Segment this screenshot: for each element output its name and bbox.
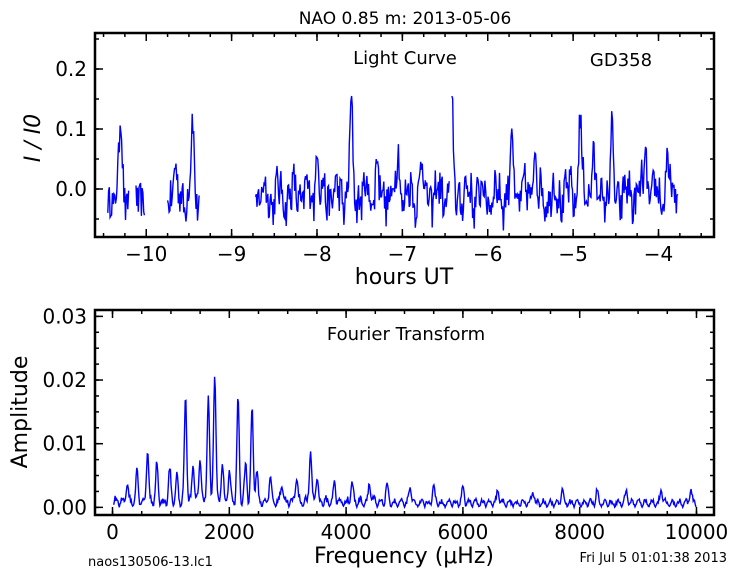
y-tick-label: 0.0 — [55, 177, 87, 201]
figure-title: NAO 0.85 m: 2013-05-06 — [299, 9, 512, 29]
fourier-series — [113, 376, 697, 510]
y-tick-label: 0.03 — [42, 304, 87, 328]
x-tick-label: −4 — [644, 242, 673, 266]
fourier-annotation: Fourier Transform — [327, 324, 485, 345]
y-tick-label: 0.2 — [55, 57, 87, 81]
y-tick-label: 0.00 — [42, 495, 87, 519]
star-name-label: GD358 — [590, 50, 652, 71]
x-tick-label: 10000 — [665, 520, 729, 544]
fourier-ylabel: Amplitude — [8, 356, 33, 469]
x-tick-label: −10 — [125, 242, 167, 266]
light-curve-xlabel: hours UT — [355, 265, 454, 290]
x-tick-label: 0 — [106, 520, 119, 544]
x-tick-label: 6000 — [437, 520, 488, 544]
x-tick-label: −5 — [558, 242, 587, 266]
light-curve-axes-frame — [93, 31, 716, 239]
y-tick-label: 0.02 — [42, 368, 87, 392]
light-curve-segment — [254, 95, 450, 228]
x-tick-label: 2000 — [204, 520, 255, 544]
light-curve-segment — [135, 182, 146, 216]
light-curve-segment — [166, 113, 200, 222]
light-curve-annotation: Light Curve — [353, 48, 457, 69]
light-curve-series — [107, 95, 679, 231]
footer-filename: naos130506-13.lc1 — [88, 555, 213, 570]
x-tick-label: −7 — [388, 242, 417, 266]
x-tick-label: −6 — [473, 242, 502, 266]
light-curve-segment — [451, 95, 679, 231]
x-tick-label: −9 — [217, 242, 246, 266]
y-tick-label: 0.01 — [42, 432, 87, 456]
x-tick-label: 4000 — [321, 520, 372, 544]
light-curve-ylabel: I / I0 — [21, 114, 46, 162]
fourier-spectrum-line — [113, 376, 697, 510]
light-curve-ticks: −10 −9 −8 −7 −6 −5 −4 0.0 0.1 0.2 — [55, 33, 714, 266]
fourier-ticks: 0 2000 4000 6000 8000 10000 0.00 0.01 0.02 0.03 — [42, 304, 728, 544]
fourier-panel: 0 2000 4000 6000 8000 10000 0.00 0.01 0.02 0.03 F… — [8, 304, 728, 569]
light-curve-panel: −10 −9 −8 −7 −6 −5 −4 0.0 0.1 0.2 Light Curve GD3… — [21, 31, 716, 290]
y-tick-label: 0.1 — [55, 117, 87, 141]
light-curve-segment — [107, 125, 130, 221]
x-tick-label: 8000 — [554, 520, 605, 544]
x-tick-label: −8 — [302, 242, 331, 266]
fourier-xlabel: Frequency (μHz) — [314, 544, 494, 569]
footer-timestamp: Fri Jul 5 01:01:38 2013 — [580, 551, 727, 566]
